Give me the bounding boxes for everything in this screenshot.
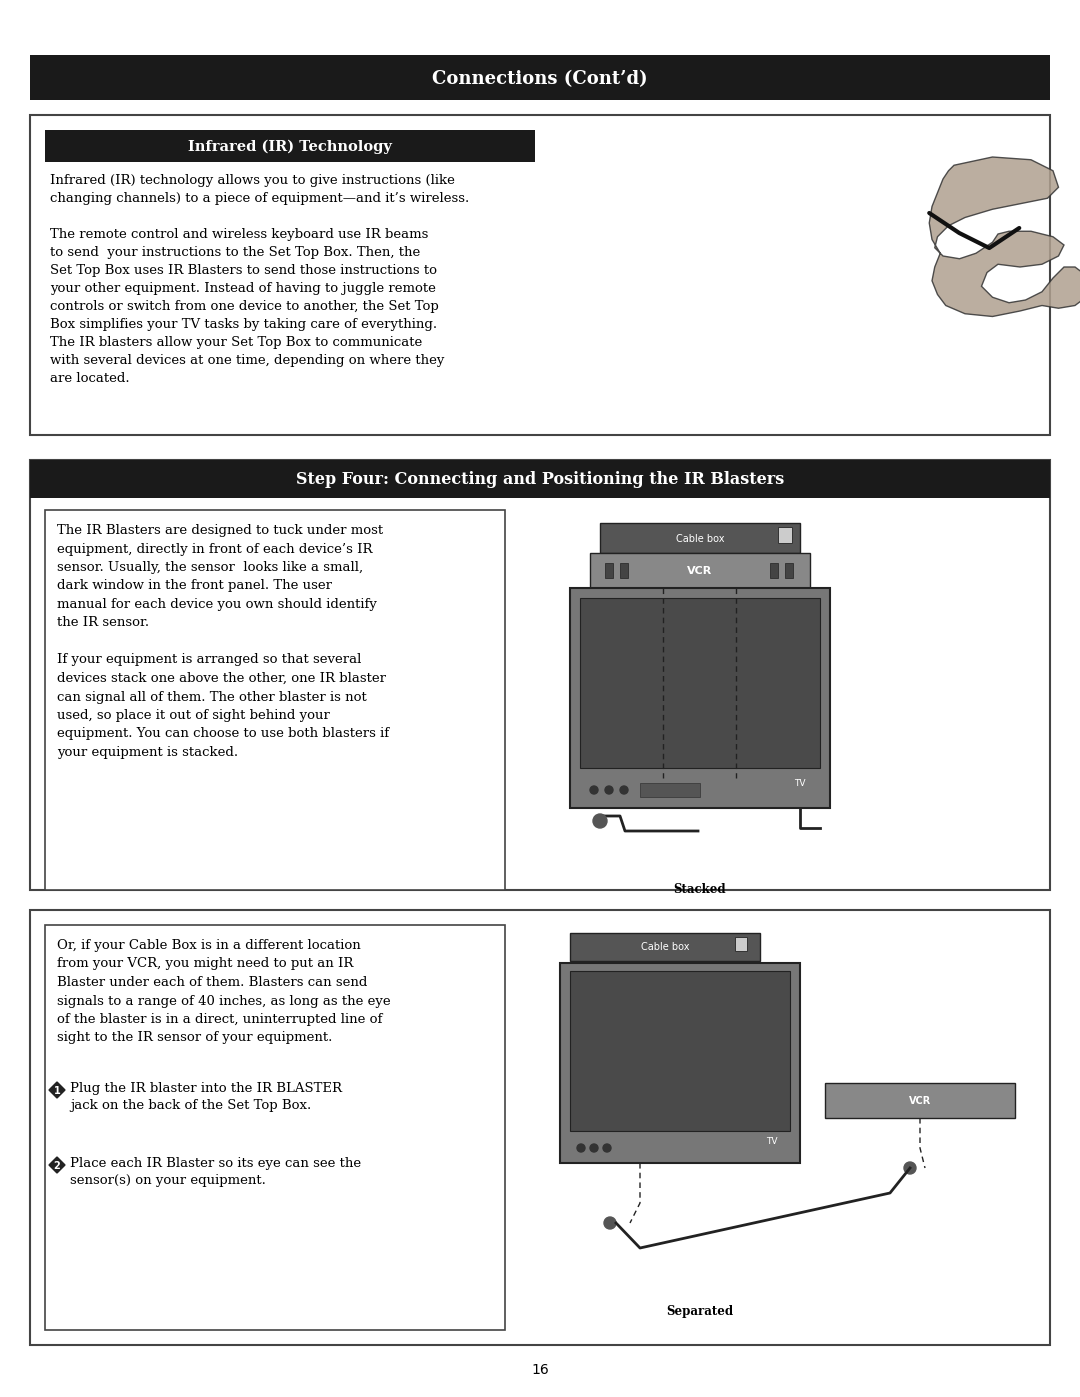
Bar xyxy=(45,130,535,162)
Bar xyxy=(45,925,505,1330)
Circle shape xyxy=(577,1144,585,1153)
Text: 16: 16 xyxy=(531,1363,549,1377)
Bar xyxy=(561,963,800,1162)
Bar xyxy=(570,971,789,1132)
Bar xyxy=(570,933,760,961)
Text: Step Four: Connecting and Positioning the IR Blasters: Step Four: Connecting and Positioning th… xyxy=(296,472,784,489)
Bar xyxy=(600,522,800,553)
Polygon shape xyxy=(49,1083,65,1098)
Polygon shape xyxy=(929,156,1080,317)
Text: The IR Blasters are designed to tuck under most
equipment, directly in front of : The IR Blasters are designed to tuck und… xyxy=(57,524,389,759)
Circle shape xyxy=(590,1144,598,1153)
Bar xyxy=(620,563,627,578)
Text: Connections (Cont’d): Connections (Cont’d) xyxy=(432,70,648,88)
Text: Separated: Separated xyxy=(666,1305,733,1317)
Bar xyxy=(785,563,793,578)
Circle shape xyxy=(620,787,627,793)
Circle shape xyxy=(593,814,607,828)
Text: 2: 2 xyxy=(54,1161,60,1171)
Bar xyxy=(30,909,1050,1345)
Text: Stacked: Stacked xyxy=(674,883,727,895)
Text: TV: TV xyxy=(766,1137,778,1146)
Bar xyxy=(605,563,613,578)
Bar xyxy=(570,588,831,807)
Bar xyxy=(30,460,1050,497)
Circle shape xyxy=(603,1144,611,1153)
Circle shape xyxy=(904,1162,916,1173)
Text: Plug the IR blaster into the IR BLASTER
jack on the back of the Set Top Box.: Plug the IR blaster into the IR BLASTER … xyxy=(70,1083,342,1112)
Bar xyxy=(778,527,792,543)
Circle shape xyxy=(605,787,613,793)
Bar xyxy=(640,782,700,798)
Text: Place each IR Blaster so its eye can see the
sensor(s) on your equipment.: Place each IR Blaster so its eye can see… xyxy=(70,1157,361,1187)
Bar xyxy=(30,54,1050,101)
Bar xyxy=(825,1083,1015,1118)
Circle shape xyxy=(604,1217,616,1229)
Text: Cable box: Cable box xyxy=(676,534,725,543)
Bar xyxy=(30,460,1050,890)
Text: VCR: VCR xyxy=(909,1097,931,1106)
Bar xyxy=(590,553,810,588)
Bar xyxy=(770,563,778,578)
Bar xyxy=(580,598,820,768)
Text: 1: 1 xyxy=(54,1085,60,1097)
Text: Infrared (IR) technology allows you to give instructions (like
changing channels: Infrared (IR) technology allows you to g… xyxy=(50,175,469,386)
Bar xyxy=(45,510,505,890)
Polygon shape xyxy=(49,1157,65,1173)
Text: TV: TV xyxy=(794,778,806,788)
Bar xyxy=(735,937,747,951)
Text: VCR: VCR xyxy=(687,567,713,577)
Text: Infrared (IR) Technology: Infrared (IR) Technology xyxy=(188,140,392,154)
Text: Or, if your Cable Box is in a different location
from your VCR, you might need t: Or, if your Cable Box is in a different … xyxy=(57,939,391,1045)
Circle shape xyxy=(590,787,598,793)
Bar xyxy=(30,115,1050,434)
Text: Cable box: Cable box xyxy=(640,942,689,951)
